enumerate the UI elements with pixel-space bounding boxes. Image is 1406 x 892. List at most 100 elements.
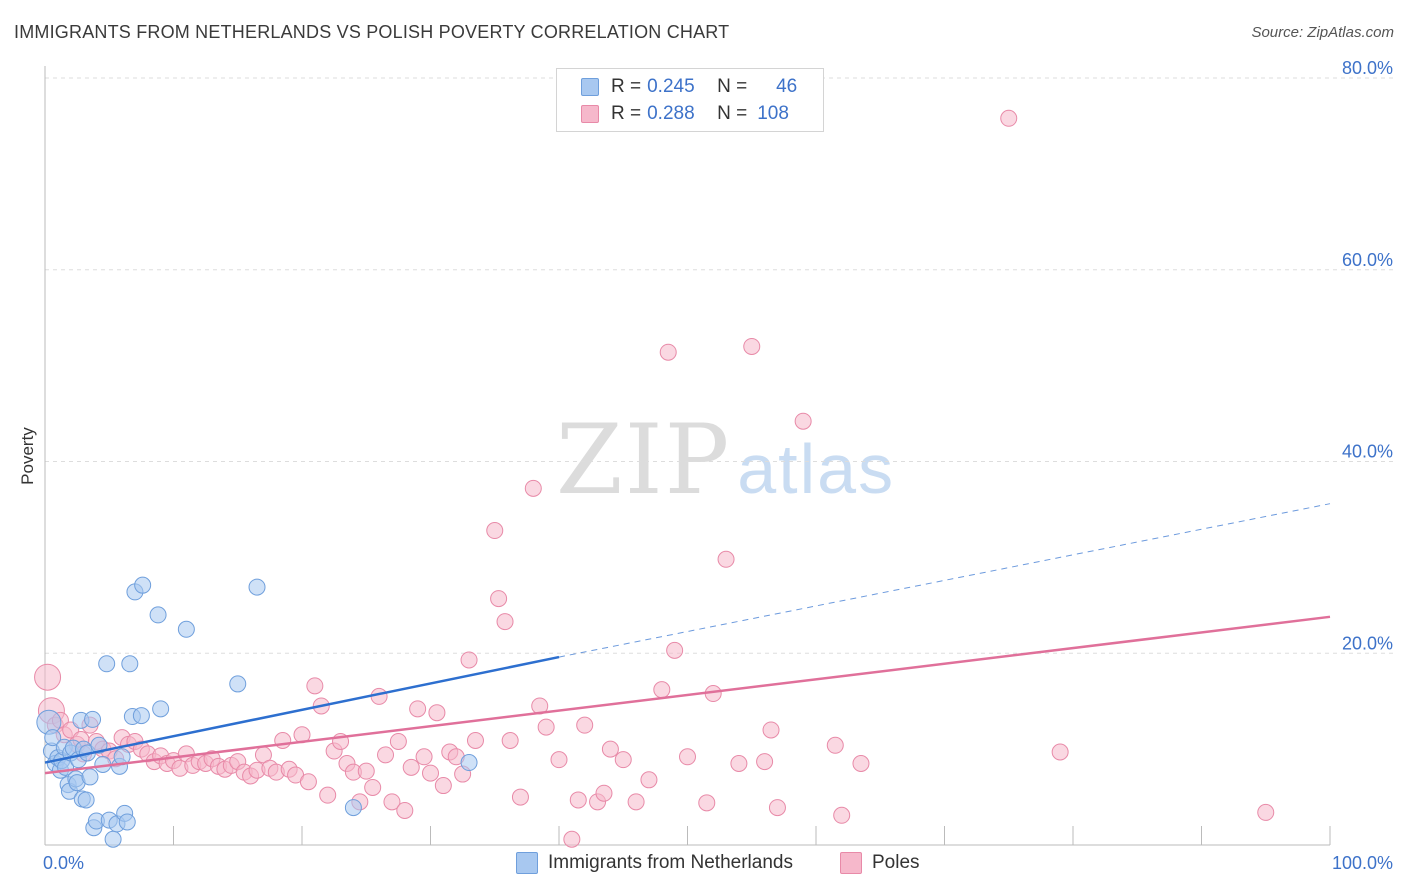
point-poles	[460, 651, 478, 669]
point-poles	[756, 753, 774, 771]
legend-swatch-pink	[840, 852, 862, 874]
trendline-netherlands	[44, 655, 560, 764]
point-poles	[409, 700, 427, 718]
point-poles	[717, 550, 735, 568]
point-netherlands	[149, 606, 167, 624]
point-netherlands	[177, 620, 195, 638]
point-poles	[364, 778, 382, 796]
point-netherlands	[344, 799, 362, 817]
point-poles	[357, 762, 375, 780]
point-netherlands	[84, 710, 102, 728]
point-poles	[537, 718, 555, 736]
point-netherlands	[81, 768, 99, 786]
chart-title: IMMIGRANTS FROM NETHERLANDS VS POLISH PO…	[14, 22, 730, 42]
point-poles	[422, 764, 439, 782]
x-tick-label: 100.0%	[1332, 853, 1393, 873]
point-poles	[595, 784, 613, 802]
point-poles	[486, 522, 504, 540]
point-poles	[659, 343, 677, 361]
point-poles	[319, 786, 337, 804]
point-poles	[743, 337, 761, 355]
point-poles	[614, 751, 632, 769]
legend-row-poles: R = 0.288 N = 108	[581, 102, 797, 126]
legend-r-value: 0.288	[647, 103, 695, 124]
point-poles	[698, 794, 716, 812]
series-legend: Immigrants from Netherlands Poles	[0, 852, 1406, 878]
point-poles	[576, 716, 594, 734]
legend-r-value: 0.245	[647, 76, 695, 97]
point-poles	[389, 732, 407, 750]
point-poles	[490, 590, 508, 608]
point-poles	[524, 479, 542, 497]
point-netherlands	[460, 754, 478, 772]
point-poles	[794, 412, 812, 430]
point-netherlands	[90, 736, 108, 754]
point-netherlands	[132, 707, 150, 725]
legend-n-label: N =	[717, 76, 748, 97]
point-netherlands	[248, 578, 266, 596]
y-tick-label: 80.0%	[1342, 58, 1393, 78]
trendline-netherlands-extended	[558, 503, 1331, 658]
y-tick-label: 20.0%	[1342, 633, 1393, 653]
correlation-legend: R = 0.245 N = 46 R = 0.288 N = 108	[556, 68, 824, 132]
point-poles	[563, 830, 581, 848]
point-poles	[402, 758, 420, 776]
legend-n-value: 108	[757, 103, 789, 124]
point-poles	[496, 613, 514, 631]
point-poles	[501, 731, 519, 749]
legend-n-value: 46	[776, 76, 798, 97]
point-poles	[299, 773, 317, 791]
trendline-poles	[44, 615, 1331, 775]
point-poles	[1000, 109, 1018, 127]
point-netherlands	[44, 729, 62, 747]
point-poles	[396, 801, 414, 819]
point-poles	[640, 771, 658, 789]
legend-swatch-pink	[581, 105, 599, 123]
point-poles	[306, 677, 324, 695]
point-poles	[434, 777, 452, 795]
point-poles	[826, 736, 844, 754]
legend-r-label: R =	[611, 103, 642, 124]
point-poles	[679, 748, 696, 766]
source-label: Source: ZipAtlas.com	[1251, 24, 1394, 41]
legend-item-netherlands: Immigrants from Netherlands	[516, 852, 793, 874]
point-poles	[466, 731, 484, 749]
point-netherlands	[118, 813, 136, 831]
legend-row-netherlands: R = 0.245 N = 46	[581, 75, 797, 99]
point-poles	[762, 721, 780, 739]
point-poles	[666, 641, 684, 659]
point-poles	[1257, 803, 1275, 821]
point-netherlands	[152, 700, 170, 718]
point-poles	[511, 788, 529, 806]
point-netherlands	[77, 791, 95, 809]
point-poles	[415, 748, 433, 766]
point-poles	[34, 663, 62, 691]
point-poles	[833, 806, 851, 824]
point-poles	[627, 793, 645, 811]
point-poles	[1051, 743, 1069, 761]
point-poles	[768, 799, 786, 817]
point-netherlands	[121, 655, 139, 673]
point-poles	[428, 704, 446, 722]
legend-swatch-blue	[516, 852, 538, 874]
point-poles	[601, 740, 619, 758]
point-netherlands	[98, 655, 116, 673]
point-netherlands	[134, 576, 152, 594]
y-tick-label: 40.0%	[1342, 442, 1393, 462]
point-netherlands	[104, 830, 122, 848]
legend-swatch-blue	[581, 78, 599, 96]
legend-label-poles: Poles	[872, 852, 920, 873]
legend-item-poles: Poles	[840, 852, 920, 874]
point-poles	[653, 681, 671, 699]
point-poles	[550, 751, 568, 769]
legend-r-label: R =	[611, 76, 642, 97]
point-poles	[730, 755, 748, 773]
legend-label-netherlands: Immigrants from Netherlands	[548, 852, 793, 873]
point-poles	[569, 791, 587, 809]
point-netherlands	[229, 675, 247, 693]
point-poles	[377, 746, 395, 764]
point-poles	[383, 793, 401, 811]
x-tick-label: 0.0%	[43, 853, 84, 873]
point-poles	[852, 755, 870, 773]
